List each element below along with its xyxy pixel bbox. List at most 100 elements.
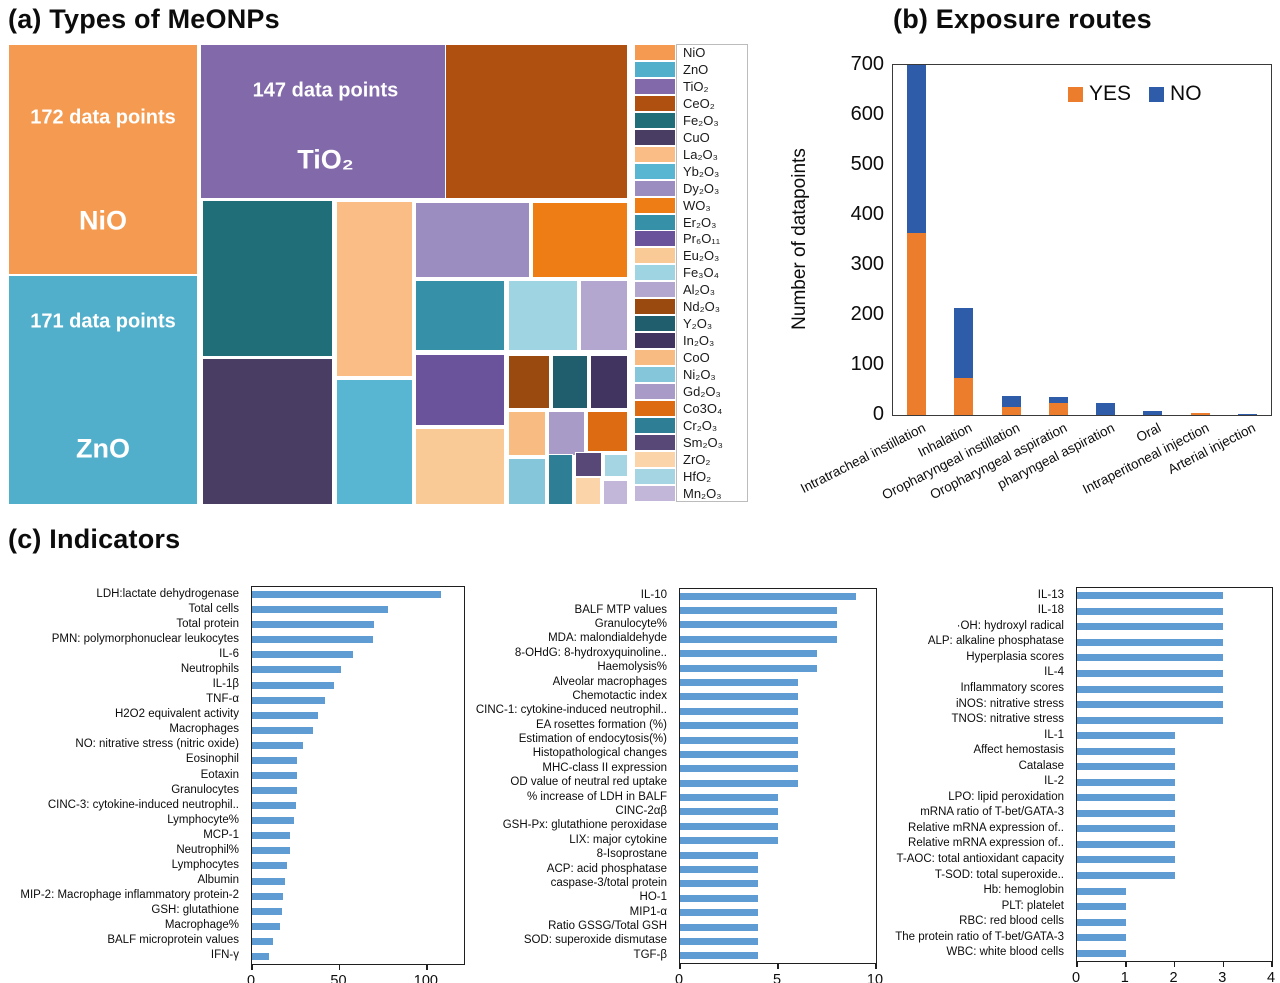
treemap-legend-item: Ni₂O₃ xyxy=(635,366,753,383)
indicator-label: MCP-1 xyxy=(203,828,239,841)
indicator-bar xyxy=(1077,607,1224,615)
treemap-legend-swatch xyxy=(635,299,675,315)
indicator-label: Histopathological changes xyxy=(532,747,667,760)
indicator-bar xyxy=(1077,887,1126,895)
indicator-label: Relative mRNA expression of.. xyxy=(908,821,1064,834)
x-tick-label: 50 xyxy=(330,973,347,983)
indicator-label: ·OH: hydroxyl radical xyxy=(956,619,1064,632)
x-tick-mark xyxy=(1173,961,1176,967)
indicator-label: ACP: acid phosphatase xyxy=(546,862,667,875)
indicator-bar xyxy=(1077,778,1175,786)
treemap-tile xyxy=(548,411,586,456)
indicator-bar xyxy=(680,866,759,873)
indicator-label: OD value of neutral red uptake xyxy=(510,776,667,789)
indicator-bar xyxy=(252,681,335,689)
category-label: Oral xyxy=(1134,420,1164,445)
bar-segment-yes xyxy=(954,377,974,415)
treemap-legend-label: Sm₂O₃ xyxy=(683,434,723,450)
y-tick-label: 400 xyxy=(850,203,884,225)
treemap-legend-label: WO₃ xyxy=(683,197,711,213)
panel-c-title: (c) Indicators xyxy=(8,524,181,554)
treemap: 172 data points NiO 171 data points ZnO 147 … xyxy=(8,44,628,505)
indicator-label: MHC-class II expression xyxy=(542,761,667,774)
treemap-legend-swatch xyxy=(635,61,675,77)
legend-yes-label: YES xyxy=(1089,82,1132,105)
indicator-label: iNOS: nitrative stress xyxy=(956,697,1064,710)
treemap-legend-item: Y₂O₃ xyxy=(635,315,753,332)
indicator-chart: IL-13 IL-18 ·OH: hydroxyl radical ALP: alka… xyxy=(836,587,1275,983)
indicator-bar xyxy=(252,591,441,599)
indicator-bar xyxy=(680,592,857,600)
treemap-legend-swatch xyxy=(635,350,675,366)
treemap-legend-swatch xyxy=(635,367,675,383)
indicator-label: GSH-Px: glutathione peroxidase xyxy=(502,819,667,832)
indicator-plot-area xyxy=(1076,587,1273,967)
bar-segment-no xyxy=(1143,411,1163,415)
treemap-legend-item: In₂O₃ xyxy=(635,332,753,349)
treemap-tile xyxy=(335,379,413,505)
indicator-bar xyxy=(680,923,759,931)
treemap-legend-swatch xyxy=(635,485,675,501)
treemap-legend-label: ZnO xyxy=(683,61,709,77)
treemap-legend-item: CoO xyxy=(635,349,753,366)
indicator-label: IL-10 xyxy=(640,589,667,602)
x-tick-label: 0 xyxy=(674,972,684,983)
treemap-legend-item: Fe₃O₄ xyxy=(635,264,753,281)
indicator-bar xyxy=(680,851,759,859)
indicator-label: IL-18 xyxy=(1037,604,1064,617)
treemap-tile xyxy=(415,428,506,505)
treemap-legend-item: Cr₂O₃ xyxy=(635,417,753,434)
indicator-bar xyxy=(1077,638,1224,646)
treemap-legend-label: Y₂O₃ xyxy=(683,316,713,332)
x-tick-label: 10 xyxy=(866,972,884,983)
exposure-category-labels: Intratracheal instillation Inhalation Orop… xyxy=(798,420,1270,510)
indicator-label: IL-13 xyxy=(1037,588,1064,601)
indicator-label: MIP-2: Macrophage inflammatory protein-2 xyxy=(20,889,239,902)
treemap-legend-swatch xyxy=(635,248,675,264)
indicator-bar xyxy=(680,607,837,615)
treemap-legend-item: ZrO₂ xyxy=(635,451,753,468)
bar-segment-no xyxy=(1237,414,1257,415)
treemap-legend-swatch xyxy=(635,265,675,281)
exposure-y-axis-label: Number of datapoints xyxy=(789,148,810,330)
y-tick-label: 200 xyxy=(850,303,884,325)
treemap-tile xyxy=(201,200,333,358)
indicator-bar xyxy=(252,772,298,779)
treemap-tile xyxy=(508,354,550,409)
panel-a-title: (a) Types of MeONPs xyxy=(8,4,280,34)
indicator-bar xyxy=(680,937,759,945)
treemap-legend-item: CeO₂ xyxy=(635,95,753,112)
indicator-label: Ratio GSSG/Total GSH xyxy=(548,920,667,933)
treemap-tile-name: TiO₂ xyxy=(297,144,354,175)
x-tick-mark xyxy=(777,963,779,969)
indicator-label: Lymphocyte% xyxy=(167,813,239,826)
indicator-label: IL-1 xyxy=(1044,728,1064,741)
indicator-bar xyxy=(1077,747,1175,755)
indicator-bar xyxy=(680,765,798,773)
treemap-legend-box xyxy=(676,44,748,502)
treemap-legend-label: HfO₂ xyxy=(683,468,712,484)
indicator-bar xyxy=(252,802,296,810)
treemap-legend-swatch xyxy=(635,468,675,484)
indicator-bar xyxy=(1077,794,1175,802)
indicator-label: IL-4 xyxy=(1044,666,1064,679)
treemap-tile xyxy=(508,279,578,351)
treemap-legend-label: Gd₂O₃ xyxy=(683,384,721,400)
bar-segment-yes xyxy=(1190,413,1210,415)
indicator-bar xyxy=(1077,763,1175,771)
x-tick-mark xyxy=(251,964,253,970)
indicator-label: Neutrophils xyxy=(180,662,239,675)
indicator-bar xyxy=(680,808,778,816)
x-tick-label: 5 xyxy=(772,972,782,983)
indicator-bar xyxy=(1077,623,1224,631)
treemap-legend-label: Ni₂O₃ xyxy=(683,367,716,383)
treemap-tile xyxy=(589,354,628,409)
indicator-bar xyxy=(252,847,291,855)
treemap-legend-item: La₂O₃ xyxy=(635,146,753,163)
treemap-legend-item: ZnO xyxy=(635,61,753,78)
treemap-tile xyxy=(415,354,506,427)
treemap-legend-swatch xyxy=(635,384,675,400)
treemap-legend-swatch xyxy=(635,163,675,179)
indicator-label: Affect hemostasis xyxy=(973,744,1064,757)
